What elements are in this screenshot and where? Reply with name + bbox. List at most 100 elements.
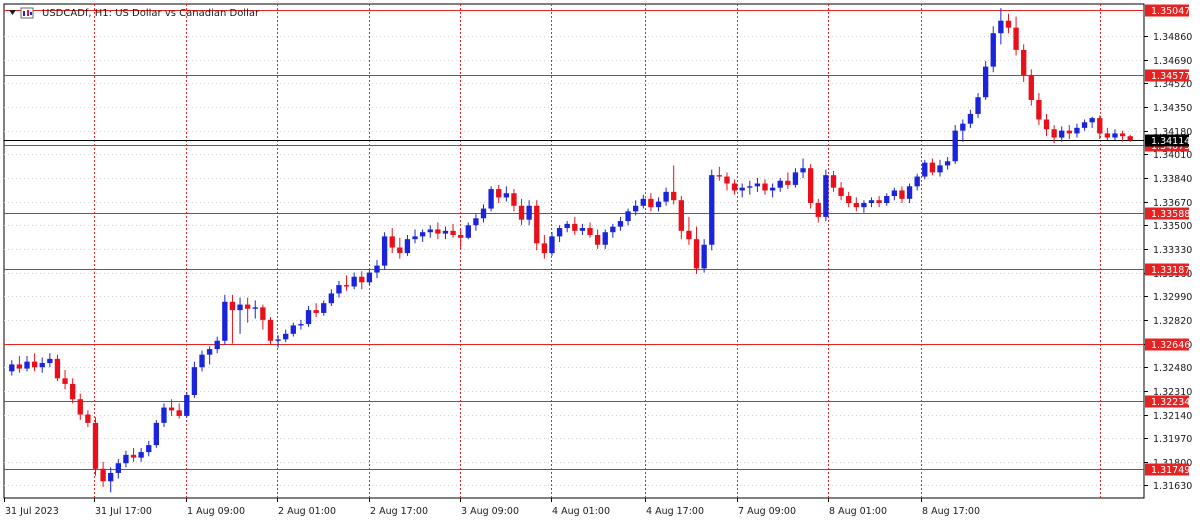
candle-body-bear bbox=[313, 310, 319, 313]
candle-body-bull bbox=[115, 463, 121, 473]
candle-body-bull bbox=[161, 407, 167, 423]
candle-body-bull bbox=[252, 307, 258, 309]
candle-body-bear bbox=[54, 358, 61, 379]
candle-body-bear bbox=[693, 239, 700, 269]
candle-body-bear bbox=[1127, 136, 1133, 141]
candle-body-bull bbox=[9, 364, 15, 372]
candle-body-bull bbox=[922, 162, 928, 177]
candle-body-bull bbox=[884, 196, 890, 203]
chart-window-icon[interactable] bbox=[20, 7, 34, 19]
candle-body-bear bbox=[876, 200, 882, 203]
candle-body-bull bbox=[777, 180, 783, 188]
level-label: 1.32234 bbox=[1151, 397, 1190, 408]
candle-body-bear bbox=[594, 234, 601, 245]
candle-body-bull bbox=[381, 236, 388, 266]
candle-body-bull bbox=[39, 363, 45, 368]
candle-body-bull bbox=[952, 130, 958, 162]
candles bbox=[9, 8, 1133, 493]
candle-body-bull bbox=[990, 33, 996, 67]
candle-body-bear bbox=[62, 378, 68, 384]
candle-body-bull bbox=[975, 97, 981, 114]
candle-body-bull bbox=[1089, 118, 1095, 123]
price-tick-label: 1.31630 bbox=[1153, 481, 1192, 492]
candle-body-bull bbox=[138, 452, 144, 458]
candle-body-bull bbox=[108, 472, 114, 482]
level-label: 1.34577 bbox=[1151, 71, 1190, 82]
candle-body-bear bbox=[762, 183, 768, 191]
candle-body-bear bbox=[70, 383, 76, 400]
time-tick-label: 4 Aug 01:00 bbox=[552, 506, 610, 517]
candle-body-bear bbox=[244, 304, 251, 309]
candle-body-bear bbox=[724, 176, 730, 184]
candle-body-bull bbox=[191, 367, 198, 396]
candle-body-bull bbox=[336, 285, 342, 294]
level-label: 1.35047 bbox=[1151, 6, 1190, 17]
candle-body-bull bbox=[473, 218, 479, 226]
candle-body-bear bbox=[92, 422, 99, 469]
candle-body-bull bbox=[199, 354, 205, 368]
current-price-label: 1.34114 bbox=[1151, 136, 1190, 147]
candle-body-bear bbox=[1043, 119, 1050, 130]
time-tick-label: 7 Aug 09:00 bbox=[738, 506, 796, 517]
candle-body-bull bbox=[891, 190, 898, 197]
price-tick-label: 1.32140 bbox=[1153, 411, 1192, 422]
level-label: 1.33588 bbox=[1151, 209, 1190, 220]
level-label-box bbox=[1145, 263, 1189, 276]
candle-body-bear bbox=[648, 198, 654, 208]
candle-body-bull bbox=[283, 333, 289, 340]
candle-body-bull bbox=[374, 265, 380, 273]
chart-header: USDCADf, H1: US Dollar vs Canadian Dolla… bbox=[9, 7, 260, 19]
level-labels: 1.350471.345771.340751.335881.331871.326… bbox=[1145, 4, 1190, 476]
candle-body-bull bbox=[655, 201, 662, 208]
candle-body-bear bbox=[229, 301, 236, 311]
price-tick-label: 1.33670 bbox=[1153, 198, 1192, 209]
time-tick-label: 3 Aug 09:00 bbox=[461, 506, 519, 517]
candle-body-bull bbox=[914, 176, 920, 187]
candle-body-bull bbox=[526, 205, 532, 220]
price-tick-label: 1.33840 bbox=[1153, 174, 1192, 185]
candle-body-bull bbox=[556, 228, 563, 237]
candle-body-bear bbox=[838, 187, 844, 197]
candle-body-bull bbox=[153, 422, 160, 446]
candle-body-bear bbox=[1066, 130, 1072, 134]
candle-body-bull bbox=[944, 161, 951, 166]
candle-body-bear bbox=[534, 205, 540, 244]
candle-body-bull bbox=[633, 205, 639, 212]
price-tick-label: 1.32990 bbox=[1153, 292, 1192, 303]
candle-body-bull bbox=[328, 293, 335, 304]
candle-body-bear bbox=[815, 202, 821, 217]
time-tick-label: 31 Jul 17:00 bbox=[95, 506, 152, 517]
candle-body-bull bbox=[465, 225, 471, 238]
candle-body-bull bbox=[769, 187, 776, 191]
candle-body-bear bbox=[435, 229, 441, 234]
candle-body-bear bbox=[899, 190, 905, 199]
price-tick-label: 1.34520 bbox=[1153, 79, 1192, 90]
candle-body-bull bbox=[823, 175, 829, 217]
candle-body-bull bbox=[488, 189, 494, 209]
candle-body-bear bbox=[16, 364, 23, 369]
candle-body-bear bbox=[807, 168, 814, 203]
time-axis[interactable]: 31 Jul 2023 31 Jul 17:00 1 Aug 09:00 2 Aug … bbox=[4, 498, 981, 517]
candle-body-bull bbox=[998, 20, 1004, 34]
candle-body-bull bbox=[404, 239, 411, 254]
price-tick-label: 1.31970 bbox=[1153, 434, 1192, 445]
candle-body-bull bbox=[24, 361, 30, 369]
candle-body-bull bbox=[412, 236, 418, 240]
chart-menu-icon[interactable] bbox=[9, 10, 16, 15]
candle-body-bull bbox=[1112, 133, 1118, 138]
candle-body-bear bbox=[1013, 27, 1019, 50]
candle-body-bear bbox=[496, 189, 502, 198]
candle-body-bear bbox=[31, 361, 38, 368]
candle-body-bull bbox=[960, 123, 966, 131]
time-tick-label: 1 Aug 09:00 bbox=[187, 506, 245, 517]
candle-body-bull bbox=[1081, 122, 1088, 128]
level-label-box bbox=[1145, 395, 1189, 408]
current-price-box bbox=[1145, 134, 1189, 147]
price-tick-label: 1.34010 bbox=[1153, 150, 1192, 161]
candle-body-bear bbox=[1005, 20, 1012, 28]
candle-body-bear bbox=[1051, 129, 1057, 138]
price-tick-label: 1.33500 bbox=[1153, 221, 1192, 232]
price-tick-label: 1.34350 bbox=[1153, 103, 1192, 114]
